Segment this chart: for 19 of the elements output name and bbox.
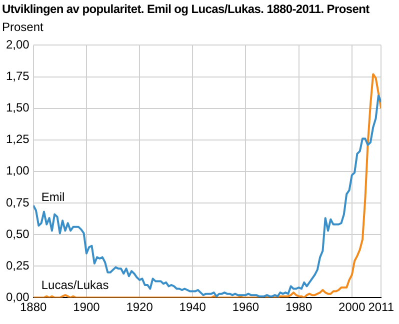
y-tick-label: 1,25 xyxy=(6,132,30,146)
series-label: Emil xyxy=(41,190,65,204)
y-axis-title: Prosent xyxy=(2,20,44,34)
x-tick-label: 1980 xyxy=(285,300,312,314)
x-tick-label: 2000 xyxy=(338,300,366,314)
y-tick-label: 2,00 xyxy=(6,38,30,52)
x-tick-label: 1940 xyxy=(179,300,206,314)
chart-title: Utviklingen av popularitet. Emil og Lucas/Lukas. 1880-2011. Prosent xyxy=(2,2,370,16)
x-tick-label: 1920 xyxy=(126,300,154,314)
series-label: Lucas/Lukas xyxy=(41,278,109,292)
x-tick-label: 2011 xyxy=(368,300,394,314)
y-tick-label: 0,75 xyxy=(6,195,30,210)
y-tick-label: 0,50 xyxy=(6,226,30,241)
y-tick-label: 1,00 xyxy=(6,164,30,178)
y-tick-label: 1,75 xyxy=(6,69,30,84)
x-tick-label: 1960 xyxy=(232,300,260,314)
x-tick-label: 1900 xyxy=(73,300,100,314)
y-tick-label: 0,25 xyxy=(6,258,30,272)
y-tick-label: 1,50 xyxy=(6,100,30,115)
